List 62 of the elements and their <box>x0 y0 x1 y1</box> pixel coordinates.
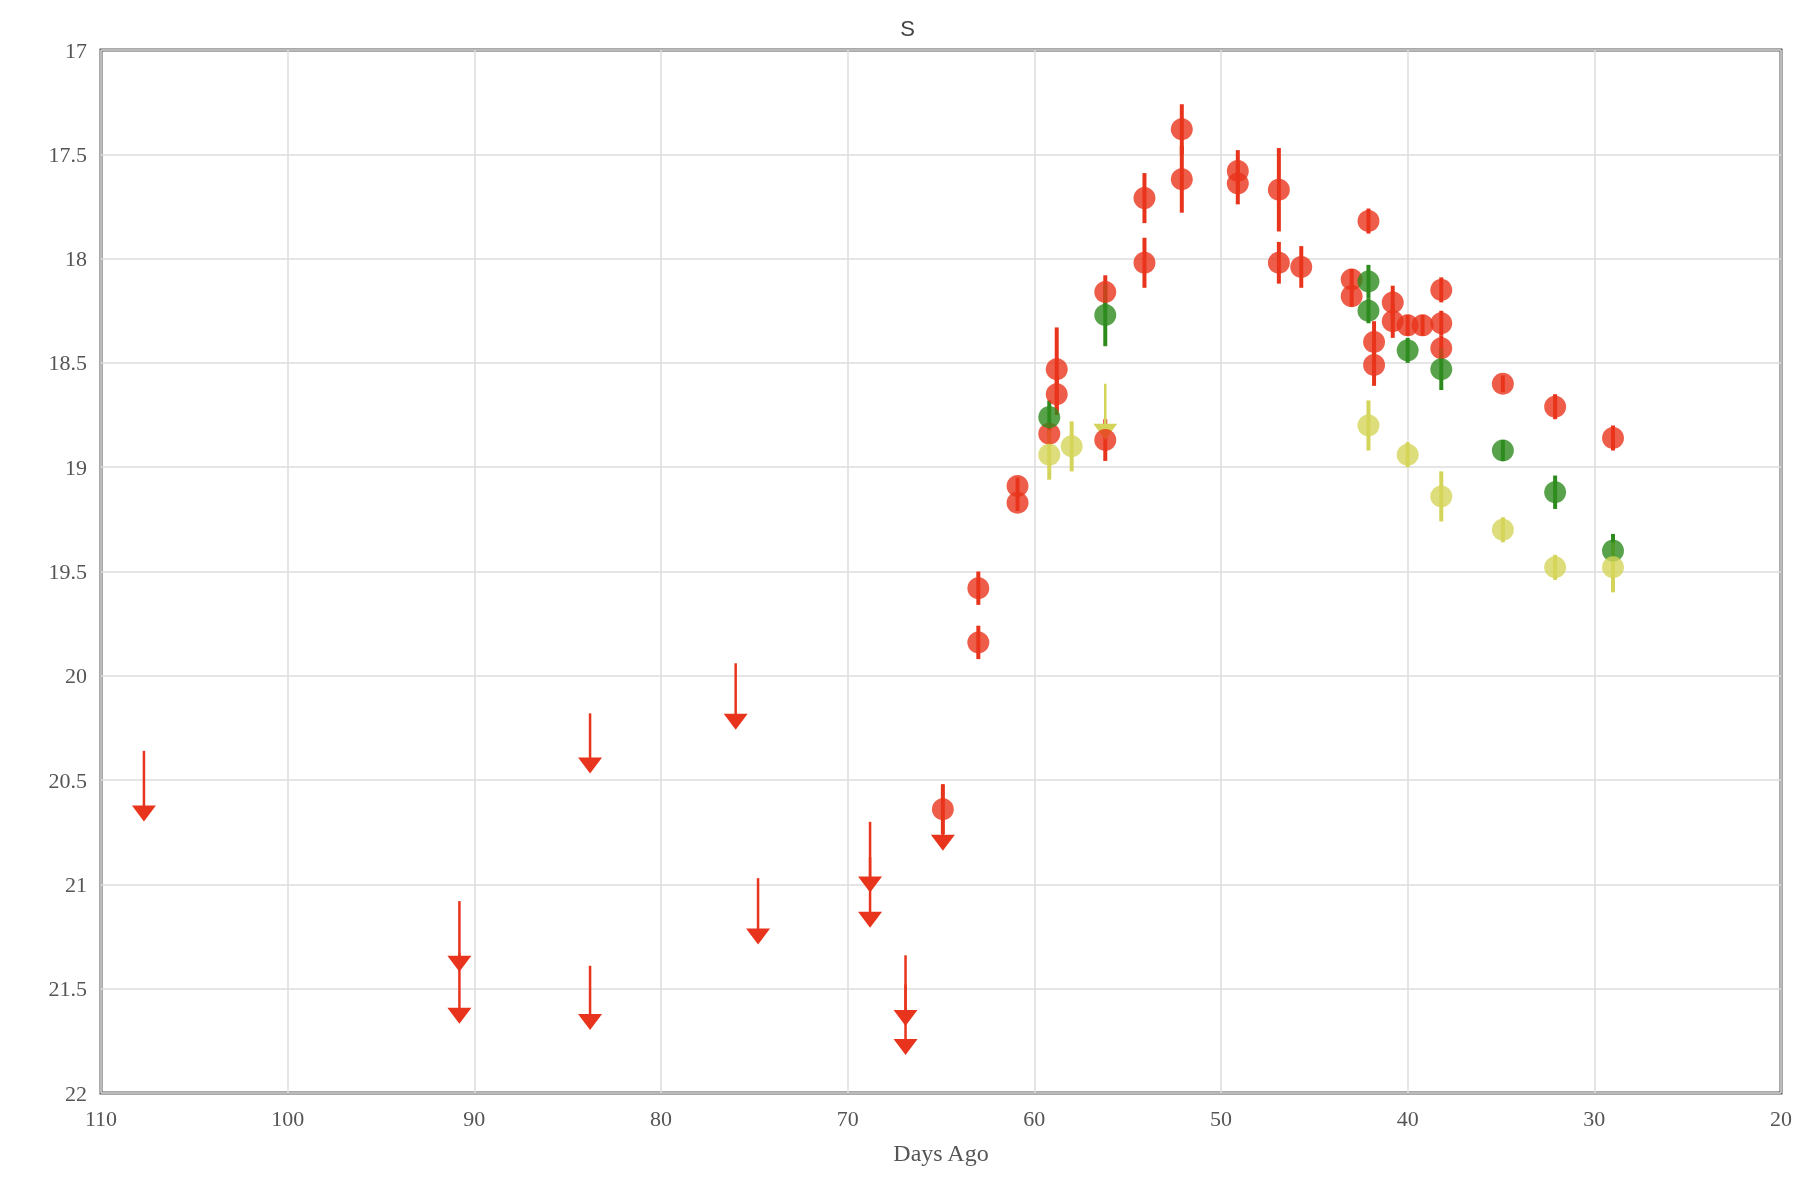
point <box>1357 414 1380 437</box>
point <box>1396 339 1419 362</box>
point <box>1060 435 1083 458</box>
y-tick-label: 21.5 <box>48 976 87 1002</box>
point <box>1038 406 1061 429</box>
point <box>1544 481 1567 504</box>
y-tick-label: 17 <box>65 37 87 63</box>
point <box>1170 118 1193 141</box>
point <box>1602 427 1624 449</box>
point <box>1544 556 1567 579</box>
x-tick-label: 30 <box>1583 1105 1606 1131</box>
point <box>931 798 954 821</box>
point <box>967 631 990 654</box>
point <box>1094 280 1117 303</box>
point <box>1133 187 1156 210</box>
point <box>1226 172 1249 195</box>
y-tick-label: 20.5 <box>48 767 87 793</box>
point <box>1491 439 1514 462</box>
point <box>1363 331 1386 354</box>
x-tick-label: 90 <box>463 1105 486 1131</box>
y-tick-label: 21 <box>65 871 87 897</box>
x-tick-label: 100 <box>271 1105 305 1131</box>
x-tick-label: 70 <box>836 1105 859 1131</box>
chart-title: S <box>900 15 915 41</box>
y-tick-label: 19 <box>65 454 87 480</box>
x-tick-label: 60 <box>1023 1105 1046 1131</box>
point <box>1133 251 1156 274</box>
point <box>1170 168 1193 191</box>
point <box>1045 383 1068 406</box>
y-tick-label: 19.5 <box>48 559 87 584</box>
y-tick-label: 18 <box>65 246 87 272</box>
point <box>1491 518 1514 541</box>
point <box>1357 210 1380 233</box>
point <box>1290 255 1313 278</box>
x-tick-label: 40 <box>1396 1105 1419 1131</box>
y-tick-label: 20 <box>65 663 87 689</box>
point <box>1363 353 1386 376</box>
x-tick-label: 80 <box>650 1105 672 1131</box>
point <box>1094 429 1117 452</box>
point <box>1381 291 1404 314</box>
point <box>1430 278 1453 301</box>
x-tick-label: 50 <box>1210 1105 1232 1131</box>
point <box>1357 270 1380 293</box>
point <box>1267 251 1290 274</box>
y-tick-label: 18.5 <box>48 350 87 376</box>
point <box>967 577 990 600</box>
point <box>1430 485 1453 508</box>
point <box>1038 443 1061 466</box>
x-axis-title: Days Ago <box>893 1140 989 1166</box>
x-tick-label: 110 <box>84 1105 118 1131</box>
point <box>1411 314 1434 337</box>
x-tick-label: 20 <box>1770 1105 1792 1131</box>
point <box>1396 443 1419 466</box>
point <box>1491 372 1514 395</box>
point <box>1544 395 1567 418</box>
point <box>1094 303 1117 326</box>
point <box>1267 178 1290 201</box>
point <box>1430 358 1453 381</box>
y-tick-label: 17.5 <box>48 141 87 167</box>
y-tick-label: 22 <box>65 1080 87 1106</box>
point <box>1602 556 1624 579</box>
point <box>1045 358 1068 381</box>
